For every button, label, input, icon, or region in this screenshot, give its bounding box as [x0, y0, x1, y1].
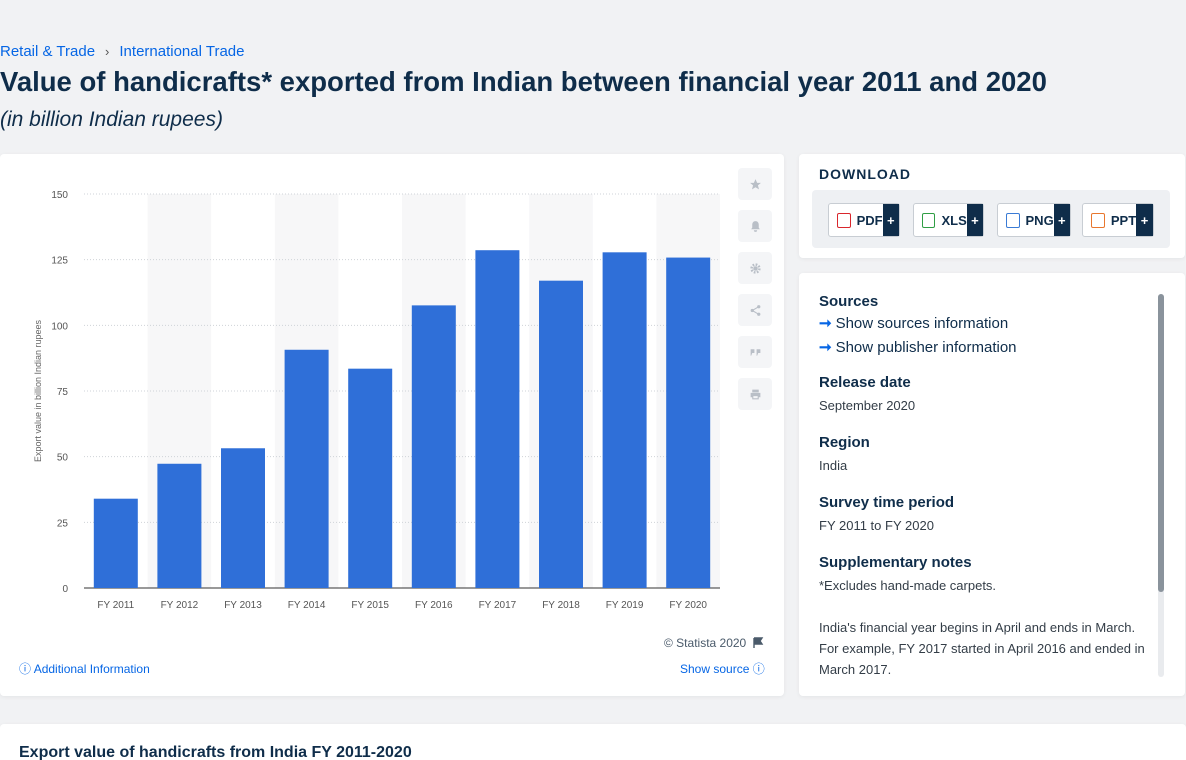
- show-publisher-label: Show publisher information: [835, 339, 1017, 356]
- show-source-link[interactable]: Show source ⓘ: [680, 660, 765, 677]
- download-panel: PDF + XLS + PNG + PPT +: [812, 190, 1170, 248]
- download-png-label: PNG: [1025, 212, 1054, 228]
- show-source-label: Show source: [680, 662, 750, 676]
- y-tick-label: 125: [51, 256, 68, 267]
- copyright-text: © Statista 2020: [664, 636, 747, 650]
- chart-card: 0 25 50 75 100 125 150 Export value in billion …: [0, 154, 784, 696]
- flag-icon[interactable]: [752, 637, 764, 649]
- download-title: DOWNLOAD: [819, 166, 911, 182]
- additional-information-label: Additional Information: [33, 662, 150, 676]
- breadcrumb-international-trade[interactable]: International Trade: [119, 43, 245, 60]
- star-icon[interactable]: [738, 168, 772, 200]
- bar: [539, 280, 583, 588]
- show-publisher-link[interactable]: ➞ Show publisher information: [819, 338, 1149, 356]
- x-tick-label: FY 2014: [288, 600, 326, 611]
- gear-icon[interactable]: [738, 252, 772, 284]
- chart-copyright: © Statista 2020: [664, 636, 764, 650]
- bar: [475, 250, 520, 588]
- download-png-plus[interactable]: +: [1053, 204, 1070, 236]
- supplementary-notes-heading: Supplementary notes: [819, 554, 972, 571]
- bar: [411, 305, 456, 588]
- bar: [93, 498, 138, 588]
- bar-chart: 0 25 50 75 100 125 150 Export value in billion …: [33, 190, 720, 611]
- supplementary-note-2: India's financial year begins in April a…: [819, 620, 1145, 677]
- chart-toolbar: [738, 168, 772, 410]
- page-subtitle: (in billion Indian rupees): [0, 108, 223, 131]
- quote-icon[interactable]: [738, 336, 772, 368]
- x-tick-label: FY 2016: [415, 600, 453, 611]
- arrow-right-icon: ➞: [819, 339, 832, 356]
- pdf-file-icon: [837, 212, 851, 228]
- region-value: India: [819, 458, 848, 473]
- y-tick-label: 75: [57, 387, 69, 398]
- download-pdf-button[interactable]: PDF +: [828, 203, 900, 237]
- download-xls-button[interactable]: XLS +: [913, 203, 984, 237]
- x-tick-label: FY 2017: [479, 600, 517, 611]
- xls-file-icon: [922, 212, 936, 228]
- arrow-right-icon: ➞: [819, 315, 832, 332]
- bar: [221, 448, 265, 588]
- y-tick-label: 100: [51, 321, 68, 332]
- x-tick-label: FY 2018: [542, 600, 580, 611]
- additional-information-link[interactable]: ⓘ Additional Information: [19, 660, 150, 677]
- supplementary-note-1: *Excludes hand-made carpets.: [819, 578, 997, 593]
- download-pdf-plus[interactable]: +: [882, 204, 899, 236]
- x-tick-label: FY 2020: [669, 600, 707, 611]
- png-file-icon: [1006, 212, 1020, 228]
- release-date-heading: Release date: [819, 374, 911, 391]
- survey-period-heading: Survey time period: [819, 494, 955, 511]
- bar: [348, 368, 393, 588]
- survey-period-value: FY 2011 to FY 2020: [819, 518, 934, 533]
- top-bar: [0, 0, 1186, 40]
- x-tick-label: FY 2015: [351, 600, 389, 611]
- x-tick-label: FY 2011: [97, 600, 134, 611]
- show-sources-label: Show sources information: [835, 315, 1009, 332]
- y-tick-label: 25: [57, 518, 69, 529]
- ppt-file-icon: [1091, 212, 1105, 228]
- breadcrumb-retail-trade[interactable]: Retail & Trade: [0, 43, 96, 60]
- y-tick-label: 0: [62, 584, 68, 595]
- statistic-info-card: Sources ➞ Show sources information ➞ Show …: [799, 273, 1185, 696]
- x-tick-label: FY 2019: [606, 600, 644, 611]
- download-pdf-label: PDF: [856, 212, 883, 228]
- share-icon[interactable]: [738, 294, 772, 326]
- y-tick-label: 150: [51, 190, 68, 201]
- download-xls-plus[interactable]: +: [966, 204, 983, 236]
- download-ppt-plus[interactable]: +: [1136, 204, 1153, 236]
- download-png-button[interactable]: PNG +: [997, 203, 1071, 237]
- bottom-section-card: Export value of handicrafts from India F…: [0, 724, 1186, 760]
- download-ppt-button[interactable]: PPT +: [1082, 203, 1154, 237]
- info-circle-icon: ⓘ: [752, 662, 765, 676]
- x-tick-label: FY 2012: [161, 600, 199, 611]
- bar: [157, 463, 202, 588]
- show-sources-link[interactable]: ➞ Show sources information: [819, 314, 1149, 332]
- y-tick-label: 50: [57, 453, 69, 464]
- bar: [602, 252, 647, 588]
- bell-icon[interactable]: [738, 210, 772, 242]
- region-heading: Region: [819, 434, 870, 451]
- download-card: DOWNLOAD PDF + XLS + PNG + PPT +: [799, 154, 1185, 258]
- breadcrumb: Retail & Trade › International Trade: [0, 43, 244, 60]
- download-ppt-label: PPT: [1110, 212, 1137, 228]
- info-scrollbar[interactable]: [1158, 294, 1164, 677]
- scrollbar-thumb[interactable]: [1158, 294, 1164, 592]
- y-axis-label: Export value in billion Indian rupees: [33, 319, 43, 462]
- breadcrumb-separator: ›: [105, 44, 110, 59]
- bar: [284, 349, 329, 588]
- sources-heading: Sources: [819, 293, 879, 310]
- page-title: Value of handicrafts* exported from Indi…: [0, 66, 1047, 97]
- release-date-value: September 2020: [819, 398, 916, 413]
- info-content: Sources ➞ Show sources information ➞ Show …: [819, 293, 1149, 680]
- bottom-section-title: Export value of handicrafts from India F…: [19, 744, 412, 760]
- x-tick-label: FY 2013: [224, 600, 262, 611]
- info-circle-icon: ⓘ: [19, 662, 32, 676]
- download-xls-label: XLS: [941, 212, 967, 228]
- bar: [666, 257, 711, 588]
- print-icon[interactable]: [738, 378, 772, 410]
